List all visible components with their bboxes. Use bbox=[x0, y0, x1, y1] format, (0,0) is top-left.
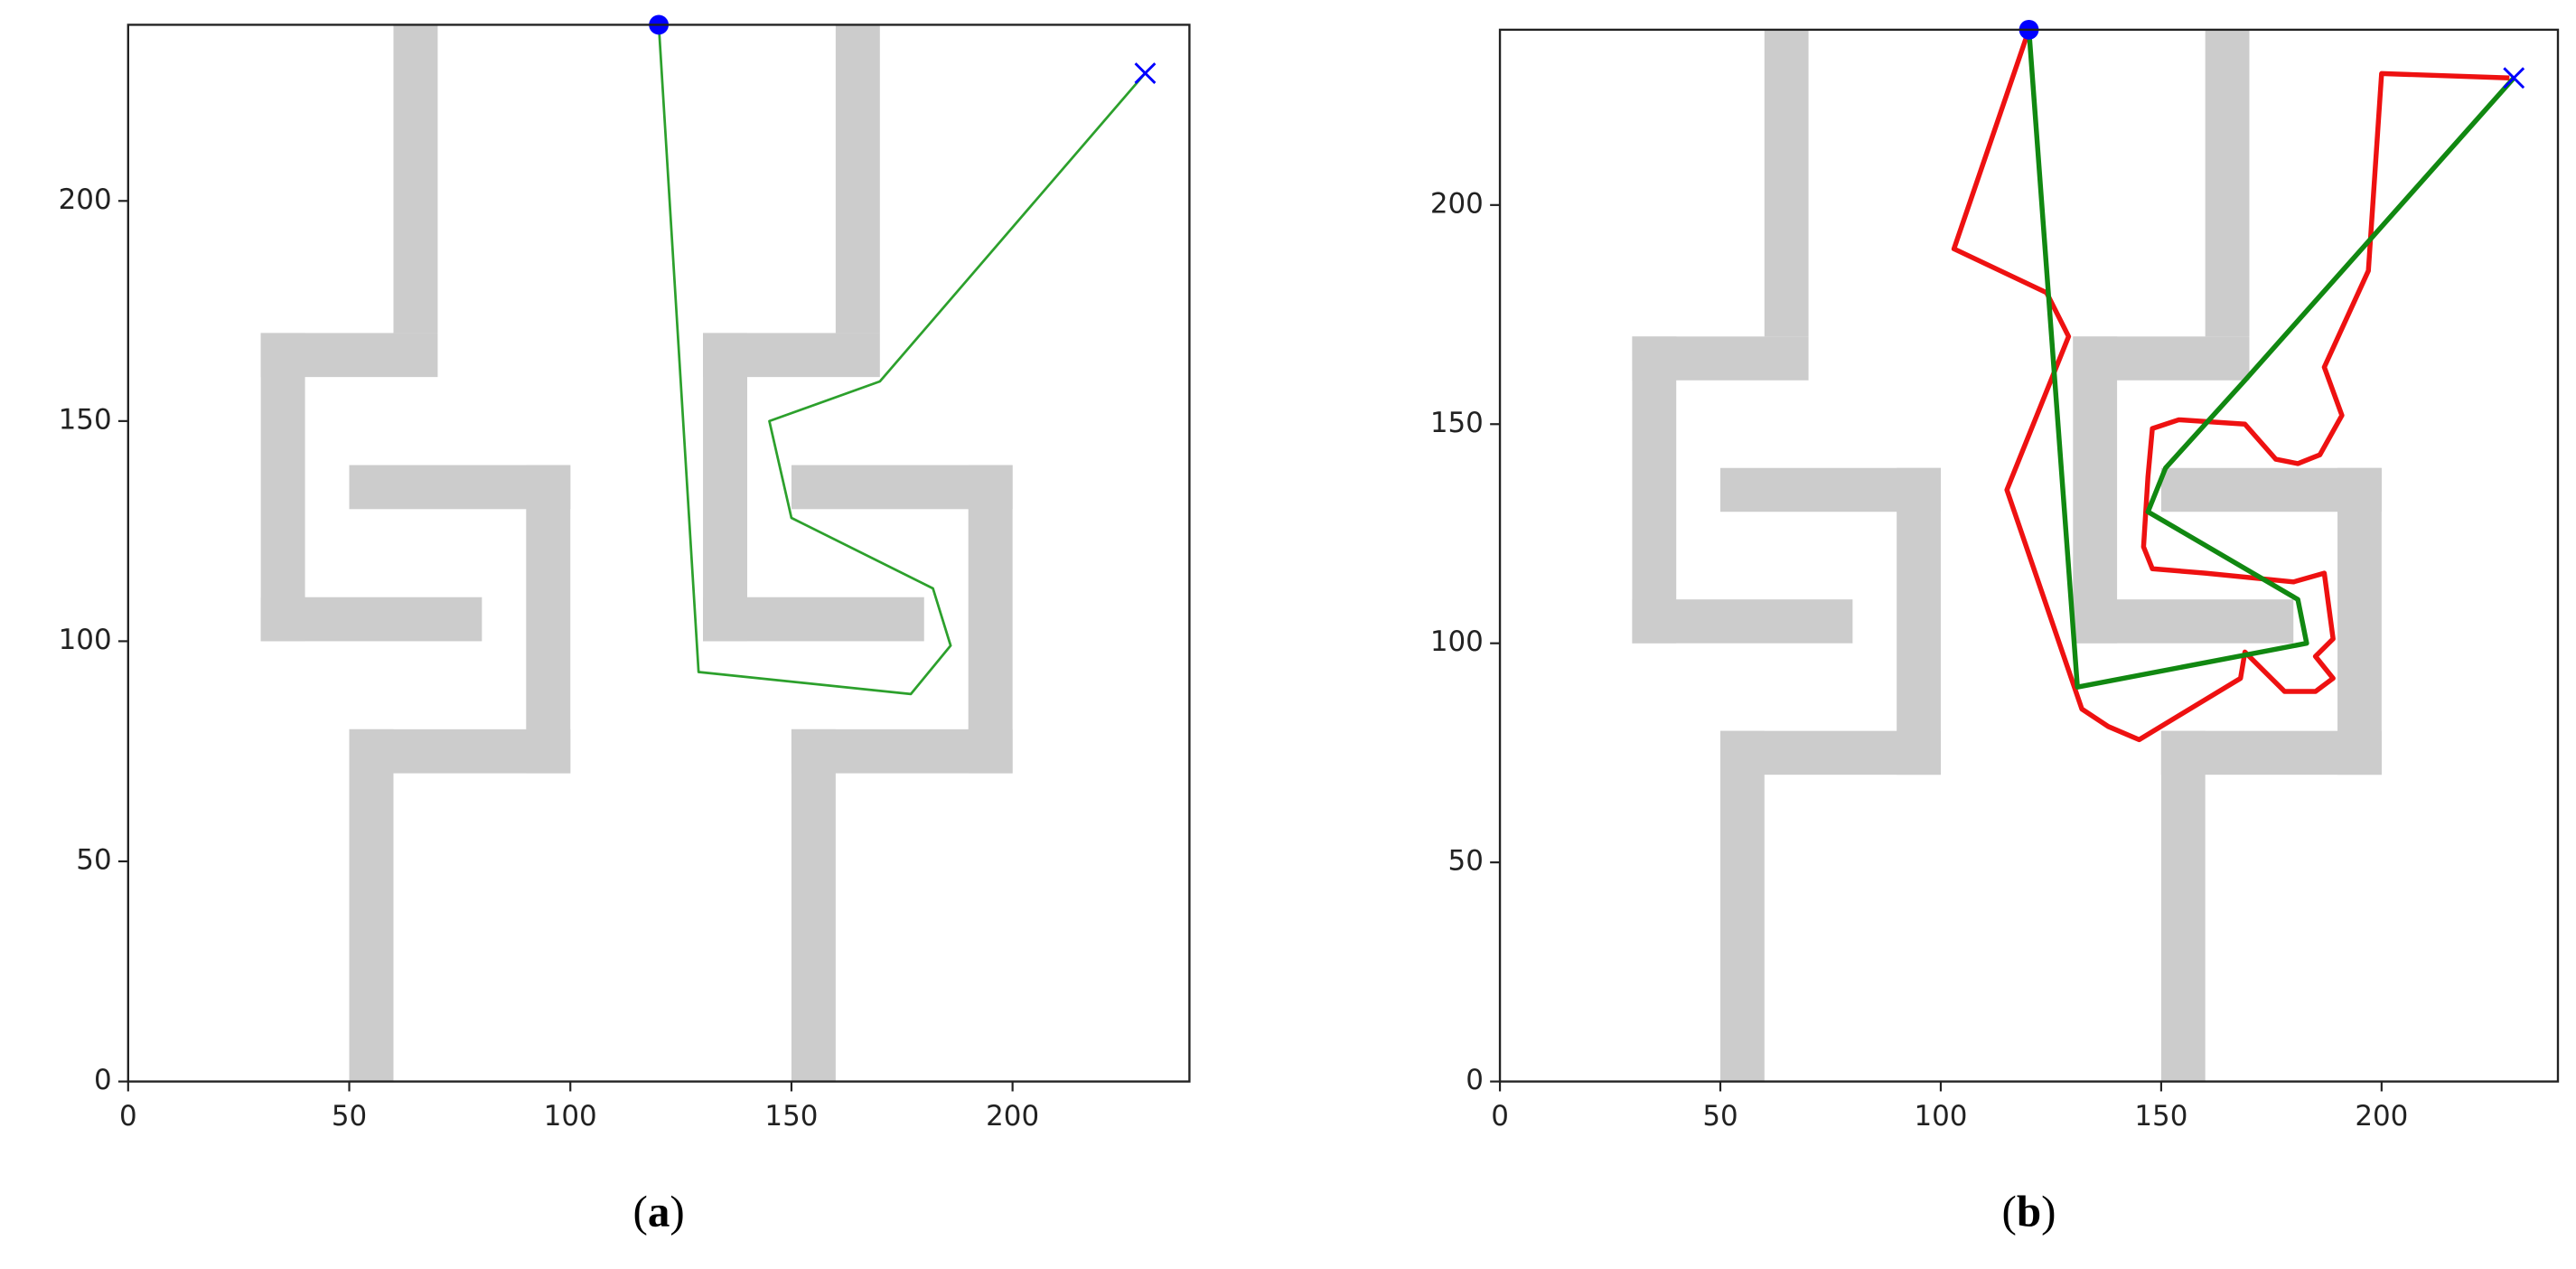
caption-part: ) bbox=[670, 1187, 684, 1236]
obstacle bbox=[1632, 599, 1853, 644]
x-tick-label: 150 bbox=[764, 1100, 818, 1133]
plot-frame bbox=[1498, 28, 2560, 1083]
x-tick-label: 100 bbox=[1914, 1100, 1967, 1133]
y-tick-label: 100 bbox=[59, 624, 112, 656]
x-tick-label: 0 bbox=[119, 1100, 137, 1133]
x-tick-label: 50 bbox=[1702, 1100, 1738, 1133]
x-tick-label: 0 bbox=[1491, 1100, 1509, 1133]
caption-part: ( bbox=[2002, 1187, 2017, 1236]
plot-frame bbox=[126, 24, 1191, 1083]
obstacle bbox=[526, 465, 571, 774]
obstacle bbox=[260, 333, 305, 642]
obstacle bbox=[1632, 336, 1677, 644]
chart-panel: 0 50 100 150 200 0 50 100 150 200 (a) bbox=[59, 14, 1191, 1236]
obstacle bbox=[968, 465, 1013, 774]
obstacle bbox=[703, 597, 924, 642]
caption: (b) bbox=[2002, 1187, 2056, 1236]
path-line bbox=[657, 24, 1147, 696]
y-tick-label: 0 bbox=[1466, 1064, 1484, 1096]
obstacle bbox=[703, 333, 747, 642]
y-tick-label: 100 bbox=[1430, 625, 1484, 658]
obstacle bbox=[349, 728, 394, 1082]
obstacle bbox=[2160, 730, 2206, 1082]
path-line bbox=[2026, 29, 2516, 690]
x-tick-label: 200 bbox=[2355, 1100, 2408, 1133]
y-tick-label: 150 bbox=[1430, 407, 1484, 439]
caption-part: b bbox=[2017, 1187, 2041, 1236]
caption: (a) bbox=[632, 1187, 684, 1236]
obstacle bbox=[1720, 730, 1765, 1082]
x-tick-label: 50 bbox=[332, 1100, 367, 1133]
obstacle bbox=[2073, 336, 2118, 644]
obstacle bbox=[791, 728, 836, 1082]
y-tick-label: 200 bbox=[59, 183, 112, 216]
obstacle bbox=[835, 24, 880, 334]
chart-panel: 0 50 100 150 200 0 50 100 150 200 (b) bbox=[1430, 19, 2560, 1236]
y-tick-label: 150 bbox=[59, 403, 112, 436]
caption-part: a bbox=[648, 1187, 670, 1236]
obstacle bbox=[260, 597, 482, 642]
obstacle bbox=[2205, 29, 2250, 337]
caption-part: ) bbox=[2041, 1187, 2056, 1236]
y-tick-label: 50 bbox=[76, 843, 111, 876]
x-tick-label: 100 bbox=[544, 1100, 597, 1133]
goal-marker bbox=[1134, 62, 1157, 84]
x-tick-label: 150 bbox=[2134, 1100, 2187, 1133]
y-tick-label: 50 bbox=[1448, 845, 1484, 878]
obstacle bbox=[2337, 467, 2382, 776]
obstacle bbox=[393, 24, 438, 334]
goal-marker bbox=[2503, 67, 2525, 89]
y-tick-label: 200 bbox=[1430, 187, 1484, 220]
path-line bbox=[1951, 29, 2510, 743]
y-tick-label: 0 bbox=[94, 1064, 112, 1096]
obstacle bbox=[1764, 29, 1809, 337]
obstacle bbox=[2073, 599, 2294, 644]
caption-part: ( bbox=[632, 1187, 647, 1236]
obstacle bbox=[1897, 467, 1941, 776]
x-tick-label: 200 bbox=[986, 1100, 1039, 1133]
